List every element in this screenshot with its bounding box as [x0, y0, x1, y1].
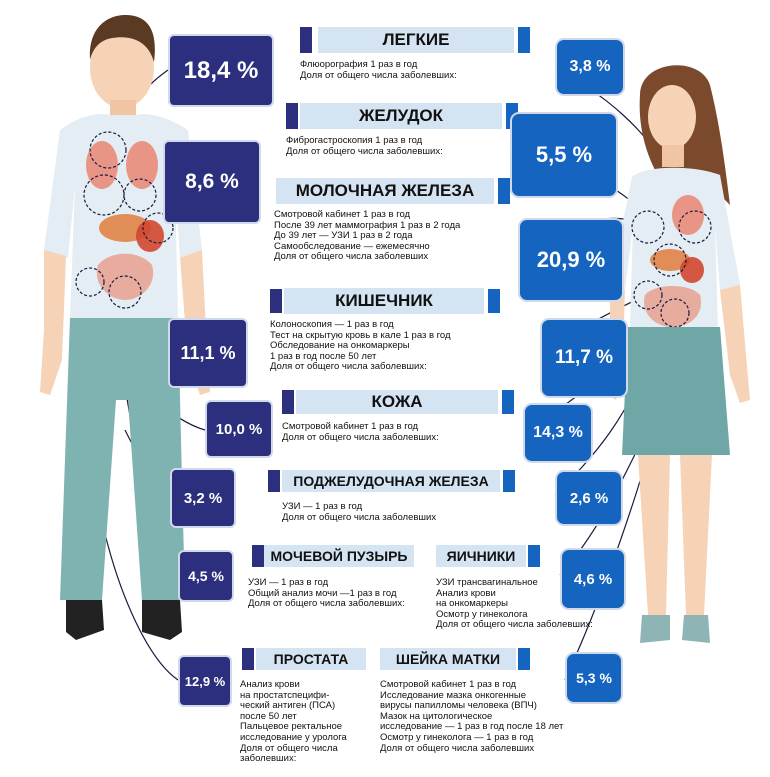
stomach-title: ЖЕЛУДОК [358, 106, 444, 125]
skin-tab-left [282, 390, 294, 414]
prostate-tab-left [242, 648, 254, 670]
skin-tab-right [502, 390, 514, 414]
skin-header: КОЖА [296, 390, 498, 414]
intestine-tab-right [488, 289, 500, 313]
bladder-tab-left [252, 545, 264, 567]
lungs-text: Флюорография 1 раз в год Доля от общего … [300, 59, 457, 81]
stomach-female-pct: 5,5 % [510, 112, 618, 198]
woman-figure [600, 55, 760, 655]
skin-title: КОЖА [371, 392, 423, 411]
stomach-tab-left [286, 103, 298, 129]
lungs-title: ЛЕГКИЕ [382, 30, 450, 49]
pancreas-female-pct: 2,6 % [555, 470, 623, 526]
ovaries-text: УЗИ трансвагинальное Анализ крови на онк… [436, 577, 593, 631]
breast-text: Смотровой кабинет 1 раз в год После 39 л… [274, 209, 461, 263]
ovaries-female-pct: 4,6 % [560, 548, 626, 610]
bladder-title: МОЧЕВОЙ ПУЗЫРЬ [270, 548, 408, 564]
breast-title: МОЛОЧНАЯ ЖЕЛЕЗА [295, 181, 475, 200]
woman-figure-icon [608, 65, 750, 643]
bladder-text: УЗИ — 1 раз в год Общий анализ мочи —1 р… [248, 577, 405, 610]
cervix-tab-right [518, 648, 530, 670]
man-figure-icon [40, 15, 210, 640]
cervix-header: ШЕЙКА МАТКИ [380, 648, 516, 670]
bladder-male-pct: 4,5 % [178, 550, 234, 602]
skin-female-pct: 14,3 % [523, 403, 593, 463]
prostate-header: ПРОСТАТА [256, 648, 366, 670]
ovaries-header: ЯИЧНИКИ [436, 545, 526, 567]
breast-tab-right [498, 178, 510, 204]
ovaries-title: ЯИЧНИКИ [446, 548, 516, 564]
skin-text: Смотровой кабинет 1 раз в год Доля от об… [282, 421, 439, 443]
pancreas-tab-right [503, 470, 515, 492]
lungs-female-pct: 3,8 % [555, 38, 625, 96]
intestine-tab-left [270, 289, 282, 313]
pancreas-tab-left [268, 470, 280, 492]
stomach-header: ЖЕЛУДОК [300, 103, 502, 129]
cervix-title: ШЕЙКА МАТКИ [395, 651, 501, 667]
intestine-text: Колоноскопия — 1 раз в год Тест на скрыт… [270, 319, 451, 373]
intestine-header: КИШЕЧНИК [284, 288, 484, 314]
intestine-female-pct: 11,7 % [540, 318, 628, 398]
prostate-title: ПРОСТАТА [273, 651, 349, 667]
lungs-tab-right [518, 27, 530, 53]
cervix-text: Смотровой кабинет 1 раз в год Исследован… [380, 679, 564, 754]
pancreas-title: ПОДЖЕЛУДОЧНАЯ ЖЕЛЕЗА [293, 473, 489, 489]
stomach-male-pct: 8,6 % [163, 140, 261, 224]
lungs-header: ЛЕГКИЕ [318, 27, 514, 53]
pancreas-text: УЗИ — 1 раз в год Доля от общего числа з… [282, 501, 437, 523]
breast-female-pct: 20,9 % [518, 218, 624, 302]
breast-header: МОЛОЧНАЯ ЖЕЛЕЗА [276, 178, 494, 204]
skin-male-pct: 10,0 % [205, 400, 273, 458]
prostate-text: Анализ крови на простатспецифи- ческий а… [240, 679, 347, 765]
ovaries-tab-right [528, 545, 540, 567]
intestine-title: КИШЕЧНИК [335, 291, 433, 310]
man-figure [30, 0, 210, 660]
prostate-male-pct: 12,9 % [178, 655, 232, 707]
stomach-text: Фиброгастроскопия 1 раз в год Доля от об… [286, 135, 443, 157]
lungs-tab-left [300, 27, 312, 53]
cervix-female-pct: 5,3 % [565, 652, 623, 704]
pancreas-header: ПОДЖЕЛУДОЧНАЯ ЖЕЛЕЗА [282, 470, 500, 492]
pancreas-male-pct: 3,2 % [170, 468, 236, 528]
lungs-male-pct: 18,4 % [168, 34, 274, 107]
bladder-header: МОЧЕВОЙ ПУЗЫРЬ [264, 545, 414, 567]
intestine-male-pct: 11,1 % [168, 318, 248, 388]
